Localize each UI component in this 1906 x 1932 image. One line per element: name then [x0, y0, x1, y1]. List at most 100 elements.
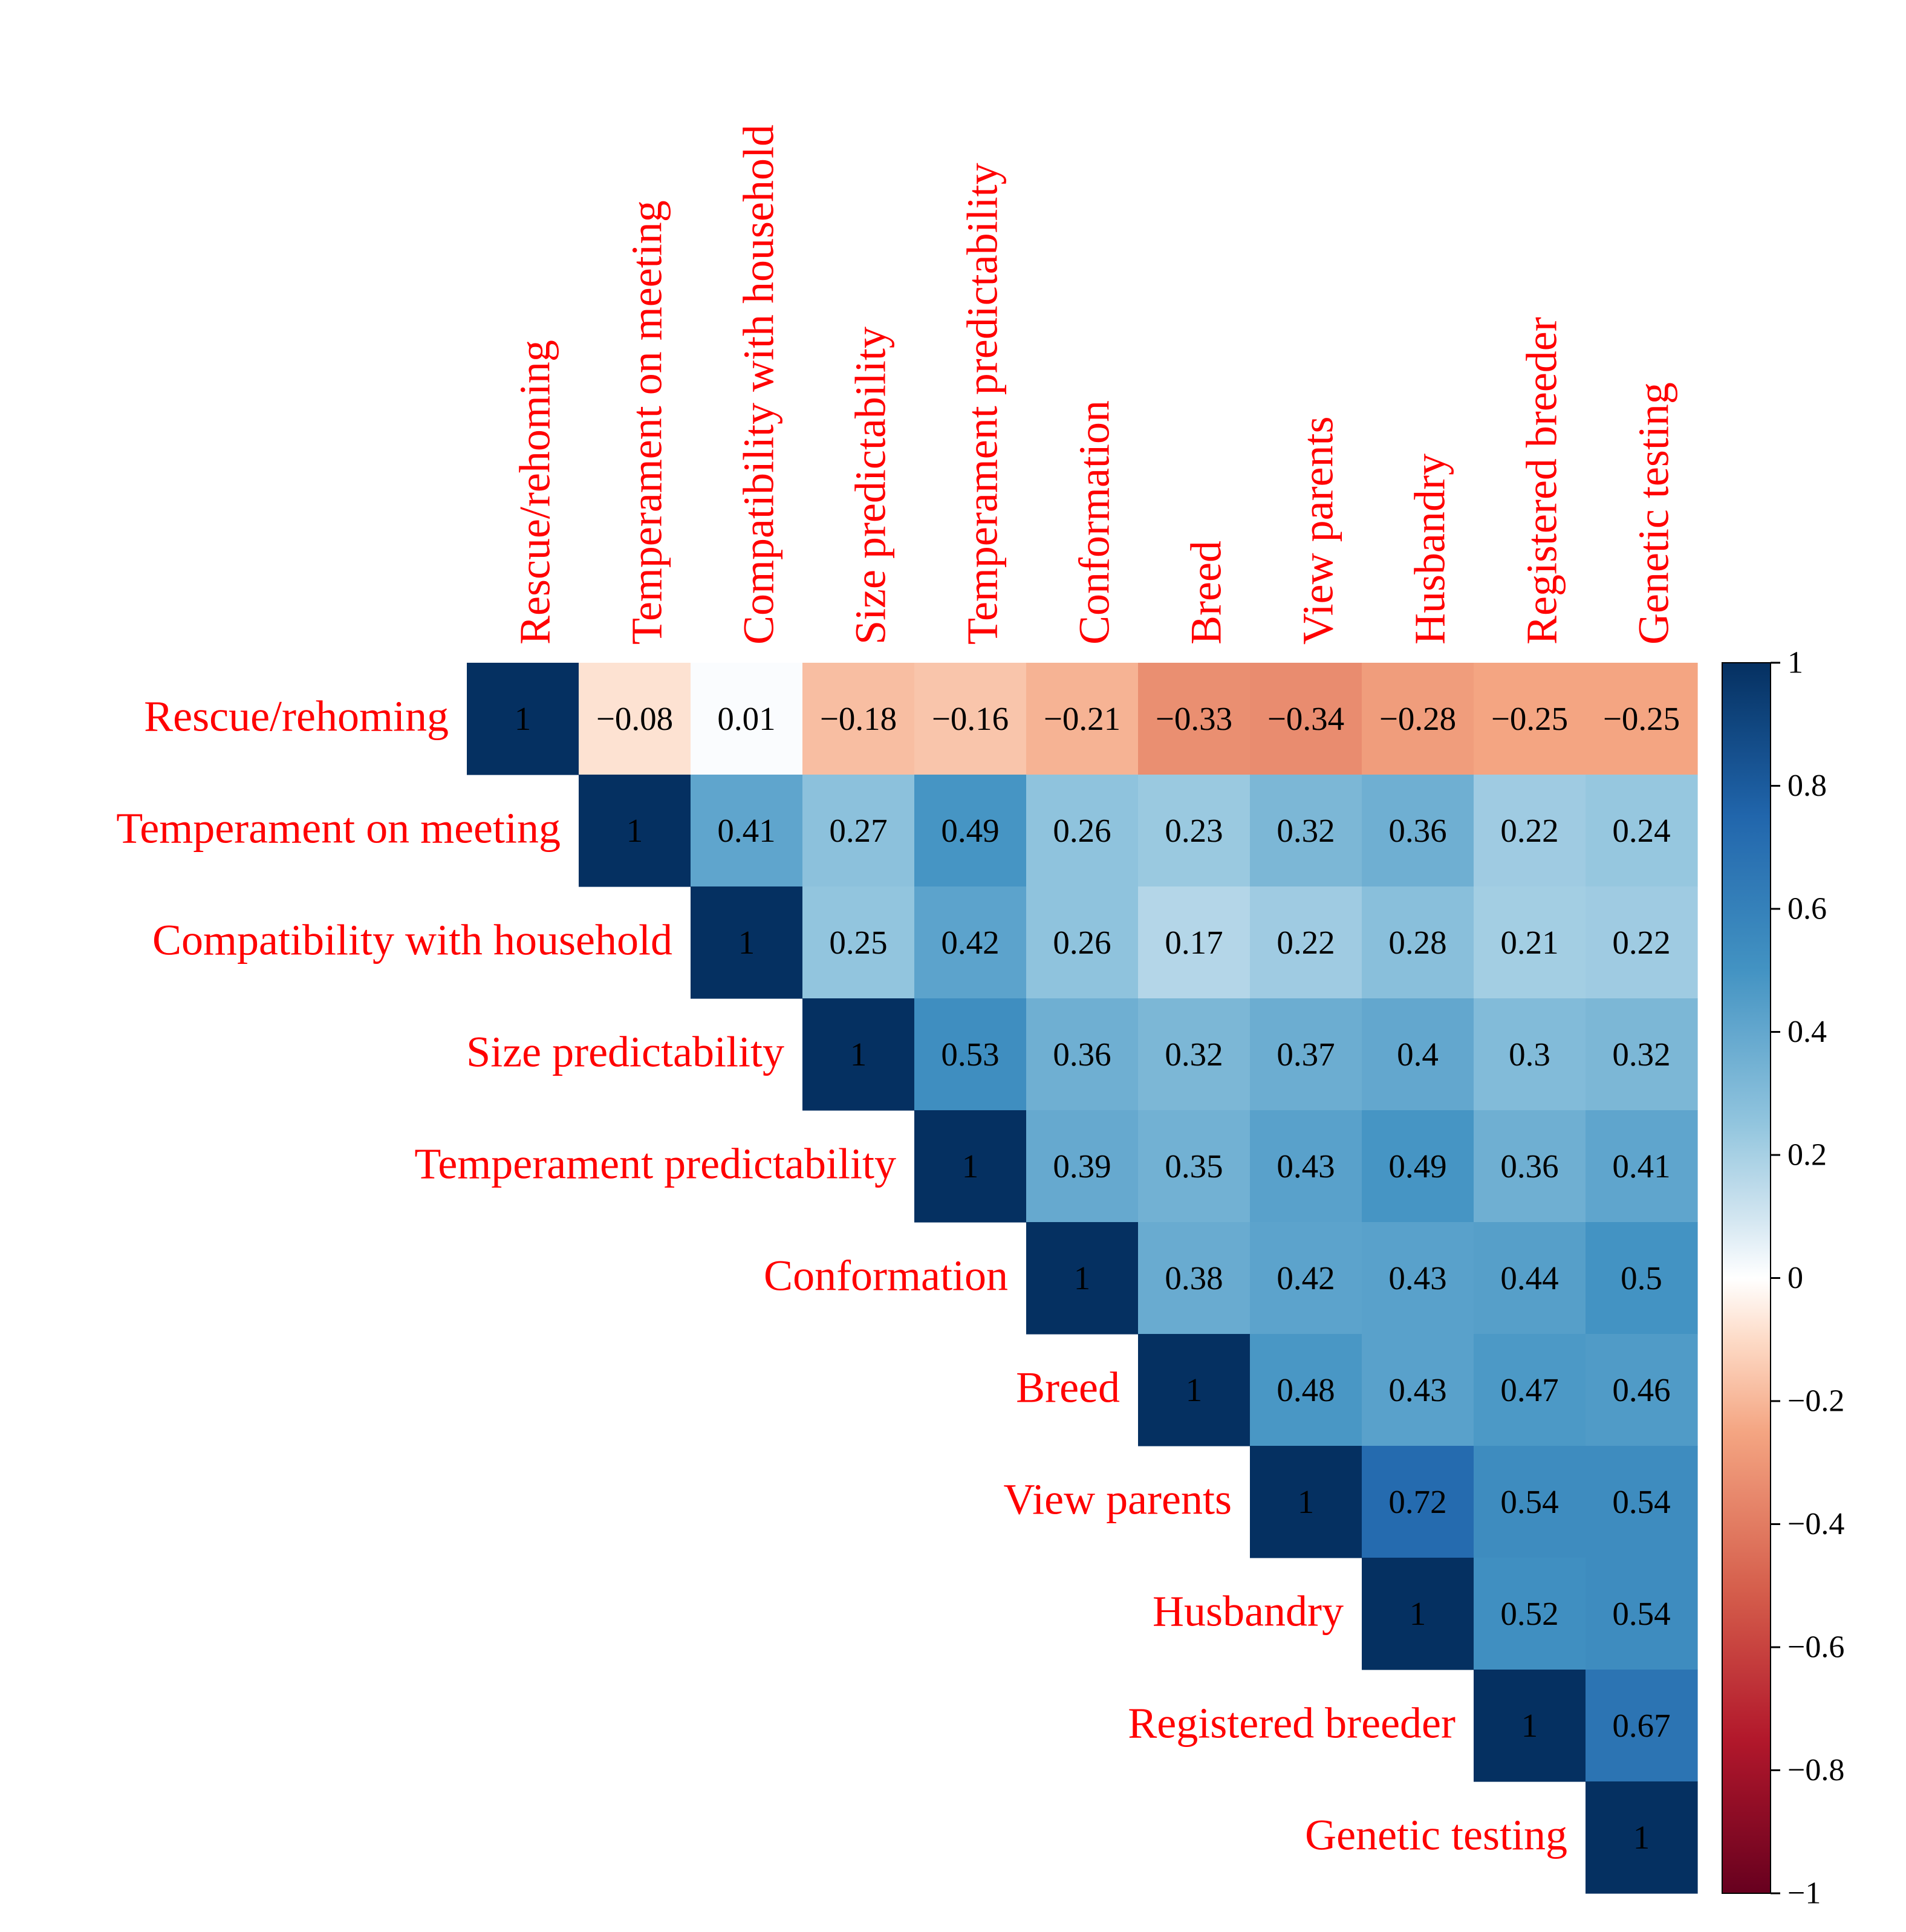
cell-value-0-6: −0.33: [1156, 700, 1232, 737]
cell-5-8: [1362, 1222, 1474, 1335]
cell-0-5: [1026, 663, 1139, 775]
row-label-4: Temperament predictability: [414, 1140, 896, 1188]
cell-5-10: [1586, 1222, 1698, 1335]
row-label-5: Conformation: [764, 1252, 1008, 1300]
column-label-3: Size predictability: [847, 327, 895, 645]
row-label-7: View parents: [1003, 1475, 1232, 1524]
cell-6-7: [1250, 1334, 1362, 1446]
cell-8-8: [1362, 1558, 1474, 1670]
cell-6-6: [1138, 1334, 1251, 1446]
cell-value-0-5: −0.21: [1044, 700, 1121, 737]
cell-7-9: [1474, 1446, 1586, 1558]
cell-5-6: [1138, 1222, 1251, 1335]
column-labels: Rescue/rehoming Temperament on meeting Com…: [511, 125, 1678, 645]
cell-1-2: [691, 775, 803, 887]
cell-10-10: [1586, 1781, 1698, 1894]
cell-value-0-2: 0.01: [717, 700, 775, 737]
cell-2-6: [1138, 886, 1251, 999]
cell-7-7: [1250, 1446, 1362, 1558]
cell-value-1-3: 0.27: [829, 812, 887, 849]
colorbar-tick-label-9: −0.8: [1787, 1753, 1844, 1787]
cell-2-3: [802, 886, 915, 999]
cell-4-5: [1026, 1110, 1139, 1223]
cell-3-4: [914, 998, 1027, 1111]
cell-value-4-6: 0.35: [1165, 1148, 1223, 1185]
cell-value-7-10: 0.54: [1612, 1483, 1670, 1520]
row-label-2: Compatibility with household: [152, 916, 672, 964]
cell-value-0-10: −0.25: [1603, 700, 1680, 737]
cell-value-2-3: 0.25: [829, 924, 887, 961]
cell-0-4: [914, 663, 1027, 775]
row-label-3: Size predictability: [466, 1028, 784, 1076]
cell-0-3: [802, 663, 915, 775]
row-label-9: Registered breeder: [1128, 1699, 1456, 1748]
cell-3-8: [1362, 998, 1474, 1111]
column-label-0: Rescue/rehoming: [511, 340, 559, 645]
cell-6-9: [1474, 1334, 1586, 1446]
colorbar-tick-label-1: 0.8: [1787, 769, 1827, 803]
cell-value-7-9: 0.54: [1500, 1483, 1558, 1520]
cell-value-5-8: 0.43: [1388, 1260, 1446, 1296]
cell-value-5-5: 1: [1074, 1260, 1091, 1296]
colorbar-tick-label-3: 0.4: [1787, 1015, 1827, 1049]
cell-1-6: [1138, 775, 1251, 887]
cell-value-7-7: 1: [1298, 1483, 1315, 1520]
cell-value-4-9: 0.36: [1500, 1148, 1558, 1185]
colorbar-tick-label-4: 0.2: [1787, 1138, 1827, 1173]
cell-value-1-4: 0.49: [941, 812, 999, 849]
cell-3-3: [802, 998, 915, 1111]
cell-2-7: [1250, 886, 1362, 999]
cell-value-5-7: 0.42: [1277, 1260, 1335, 1296]
cell-5-9: [1474, 1222, 1586, 1335]
column-label-2: Compatibility with household: [735, 125, 783, 645]
cell-value-5-9: 0.44: [1500, 1260, 1558, 1296]
cell-value-6-6: 1: [1186, 1371, 1203, 1408]
cell-value-3-5: 0.36: [1053, 1036, 1111, 1073]
cell-1-5: [1026, 775, 1139, 887]
column-label-9: Registered breeder: [1518, 317, 1566, 645]
colorbar-gradient: [1722, 662, 1771, 1894]
cell-0-2: [691, 663, 803, 775]
cell-5-5: [1026, 1222, 1139, 1335]
cell-value-6-8: 0.43: [1388, 1371, 1446, 1408]
cell-value-2-7: 0.22: [1277, 924, 1335, 961]
cell-value-2-10: 0.22: [1612, 924, 1670, 961]
cell-1-1: [579, 775, 691, 887]
cell-value-9-10: 0.67: [1612, 1707, 1670, 1744]
cell-6-10: [1586, 1334, 1698, 1446]
cell-value-2-4: 0.42: [941, 924, 999, 961]
cell-3-7: [1250, 998, 1362, 1111]
cell-value-2-6: 0.17: [1165, 924, 1223, 961]
cell-value-1-10: 0.24: [1612, 812, 1670, 849]
cell-5-7: [1250, 1222, 1362, 1335]
cell-7-8: [1362, 1446, 1474, 1558]
cell-0-1: [579, 663, 691, 775]
cell-0-10: [1586, 663, 1698, 775]
cell-value-1-5: 0.26: [1053, 812, 1111, 849]
cell-4-9: [1474, 1110, 1586, 1223]
cell-value-1-8: 0.36: [1388, 812, 1446, 849]
cell-value-4-7: 0.43: [1277, 1148, 1335, 1185]
cell-1-8: [1362, 775, 1474, 887]
cell-value-4-10: 0.41: [1612, 1148, 1670, 1185]
cell-1-9: [1474, 775, 1586, 887]
cell-value-1-2: 0.41: [717, 812, 775, 849]
column-label-8: Husbandry: [1406, 454, 1454, 645]
cell-4-4: [914, 1110, 1027, 1223]
cell-4-7: [1250, 1110, 1362, 1223]
cell-value-3-4: 0.53: [941, 1036, 999, 1073]
cell-0-7: [1250, 663, 1362, 775]
cell-1-3: [802, 775, 915, 887]
cell-1-7: [1250, 775, 1362, 887]
cell-2-10: [1586, 886, 1698, 999]
cell-value-9-9: 1: [1521, 1707, 1538, 1744]
cell-0-8: [1362, 663, 1474, 775]
cell-3-10: [1586, 998, 1698, 1111]
colorbar-tick-label-7: −0.4: [1787, 1507, 1844, 1541]
cell-value-0-0: 1: [515, 700, 532, 737]
cell-value-8-8: 1: [1410, 1595, 1426, 1632]
colorbar-tick-label-5: 0: [1787, 1261, 1803, 1295]
cell-value-0-3: −0.18: [820, 700, 897, 737]
row-labels: Rescue/rehoming Temperament on meeting Com…: [116, 692, 1567, 1859]
cell-0-6: [1138, 663, 1251, 775]
